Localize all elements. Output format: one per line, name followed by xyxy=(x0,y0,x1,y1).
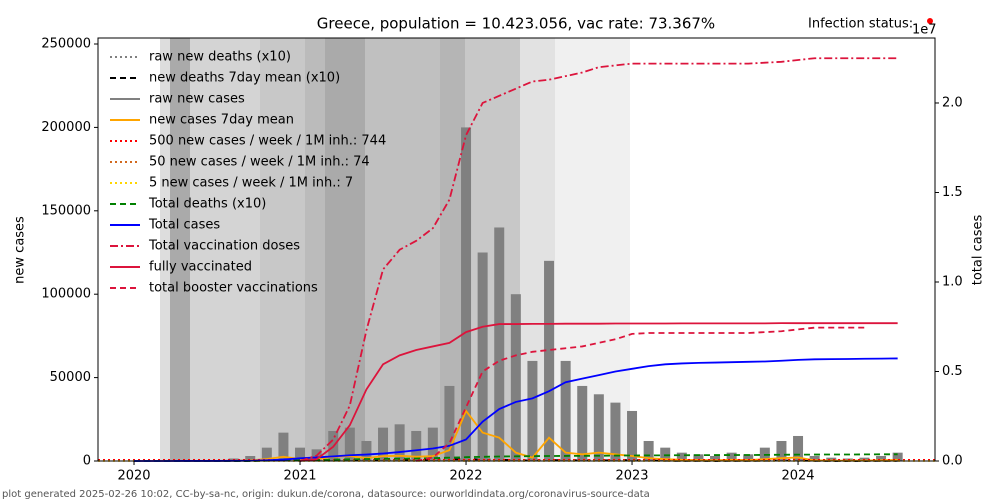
bar xyxy=(826,457,837,461)
legend-label: Total cases xyxy=(148,218,220,233)
bar xyxy=(892,452,903,461)
line xyxy=(134,409,898,462)
bar xyxy=(793,435,804,461)
legend-label: new deaths 7day mean (x10) xyxy=(149,71,340,86)
line xyxy=(299,57,898,462)
legend-label: 50 new cases / week / 1M inh.: 74 xyxy=(149,155,370,170)
y2-tick-label: 0.5 xyxy=(942,364,963,379)
bar xyxy=(411,430,422,461)
bar xyxy=(278,432,289,461)
legend: raw new deaths (x10) new deaths 7day mean… xyxy=(110,50,386,296)
bar xyxy=(544,260,555,461)
y-tick-label: 100000 xyxy=(41,287,91,302)
legend-label: Total vaccination doses xyxy=(148,239,300,254)
x-tick-label: 2021 xyxy=(283,469,316,484)
x-tick-label: 2023 xyxy=(615,469,648,484)
bar xyxy=(261,447,272,461)
bar xyxy=(876,455,887,461)
bar xyxy=(710,455,721,461)
y-tick-label: 0 xyxy=(83,454,91,469)
status-label: Infection status: xyxy=(808,17,913,32)
line xyxy=(299,322,898,462)
y-axis-label: new cases xyxy=(13,216,28,284)
bar xyxy=(593,394,604,461)
y2-axis-label: total cases xyxy=(971,215,986,286)
status-dot xyxy=(927,18,933,24)
bar xyxy=(610,402,621,461)
bar xyxy=(427,427,438,461)
bar xyxy=(577,385,588,461)
bar xyxy=(726,452,737,461)
bar xyxy=(295,447,306,461)
bar xyxy=(627,410,638,461)
legend-label: raw new deaths (x10) xyxy=(149,50,291,65)
legend-label: raw new cases xyxy=(149,92,245,107)
bar xyxy=(245,455,256,461)
x-tick-label: 2024 xyxy=(781,469,814,484)
y-tick-label: 150000 xyxy=(41,203,91,218)
bar xyxy=(344,427,355,461)
y2-tick-label: 2.0 xyxy=(942,95,963,110)
y2-tick-label: 1.0 xyxy=(942,274,963,289)
line xyxy=(134,453,898,462)
bar xyxy=(676,452,687,461)
y-tick-label: 250000 xyxy=(41,37,91,52)
y-tick-label: 200000 xyxy=(41,120,91,135)
plot-area xyxy=(98,57,935,462)
x-tick-label: 2020 xyxy=(117,469,150,484)
y2-offset-label: 1e7 xyxy=(912,23,937,38)
bar xyxy=(527,360,538,461)
x-tick-label: 2022 xyxy=(449,469,482,484)
chart-title: Greece, population = 10.423.056, vac rat… xyxy=(317,15,715,33)
legend-label: fully vaccinated xyxy=(149,260,252,275)
bar xyxy=(510,294,521,461)
legend-label: total booster vaccinations xyxy=(149,281,318,296)
footer: plot generated 2025-02-26 10:02, CC-by-s… xyxy=(2,489,650,500)
y2-tick-label: 1.5 xyxy=(942,185,963,200)
y2-tick-label: 0.0 xyxy=(942,454,963,469)
bar xyxy=(776,440,787,461)
y-tick-label: 50000 xyxy=(50,370,91,385)
bar xyxy=(444,385,455,461)
legend-label: 500 new cases / week / 1M inh.: 744 xyxy=(149,134,386,149)
bar xyxy=(494,227,505,461)
bar xyxy=(394,424,405,461)
bar xyxy=(809,455,820,461)
legend-label: new cases 7day mean xyxy=(149,113,294,128)
bar xyxy=(361,440,372,461)
bar xyxy=(477,252,488,461)
bar xyxy=(743,454,754,461)
bar xyxy=(842,458,853,461)
line xyxy=(134,357,898,462)
bar xyxy=(461,127,472,462)
bar xyxy=(693,454,704,461)
line xyxy=(416,326,865,462)
legend-label: 5 new cases / week / 1M inh.: 7 xyxy=(149,176,353,191)
bar xyxy=(560,360,571,461)
legend-label: Total deaths (x10) xyxy=(148,197,266,212)
bar xyxy=(643,440,654,461)
bar xyxy=(660,447,671,461)
plot-frame xyxy=(97,37,936,462)
bar xyxy=(378,427,389,461)
